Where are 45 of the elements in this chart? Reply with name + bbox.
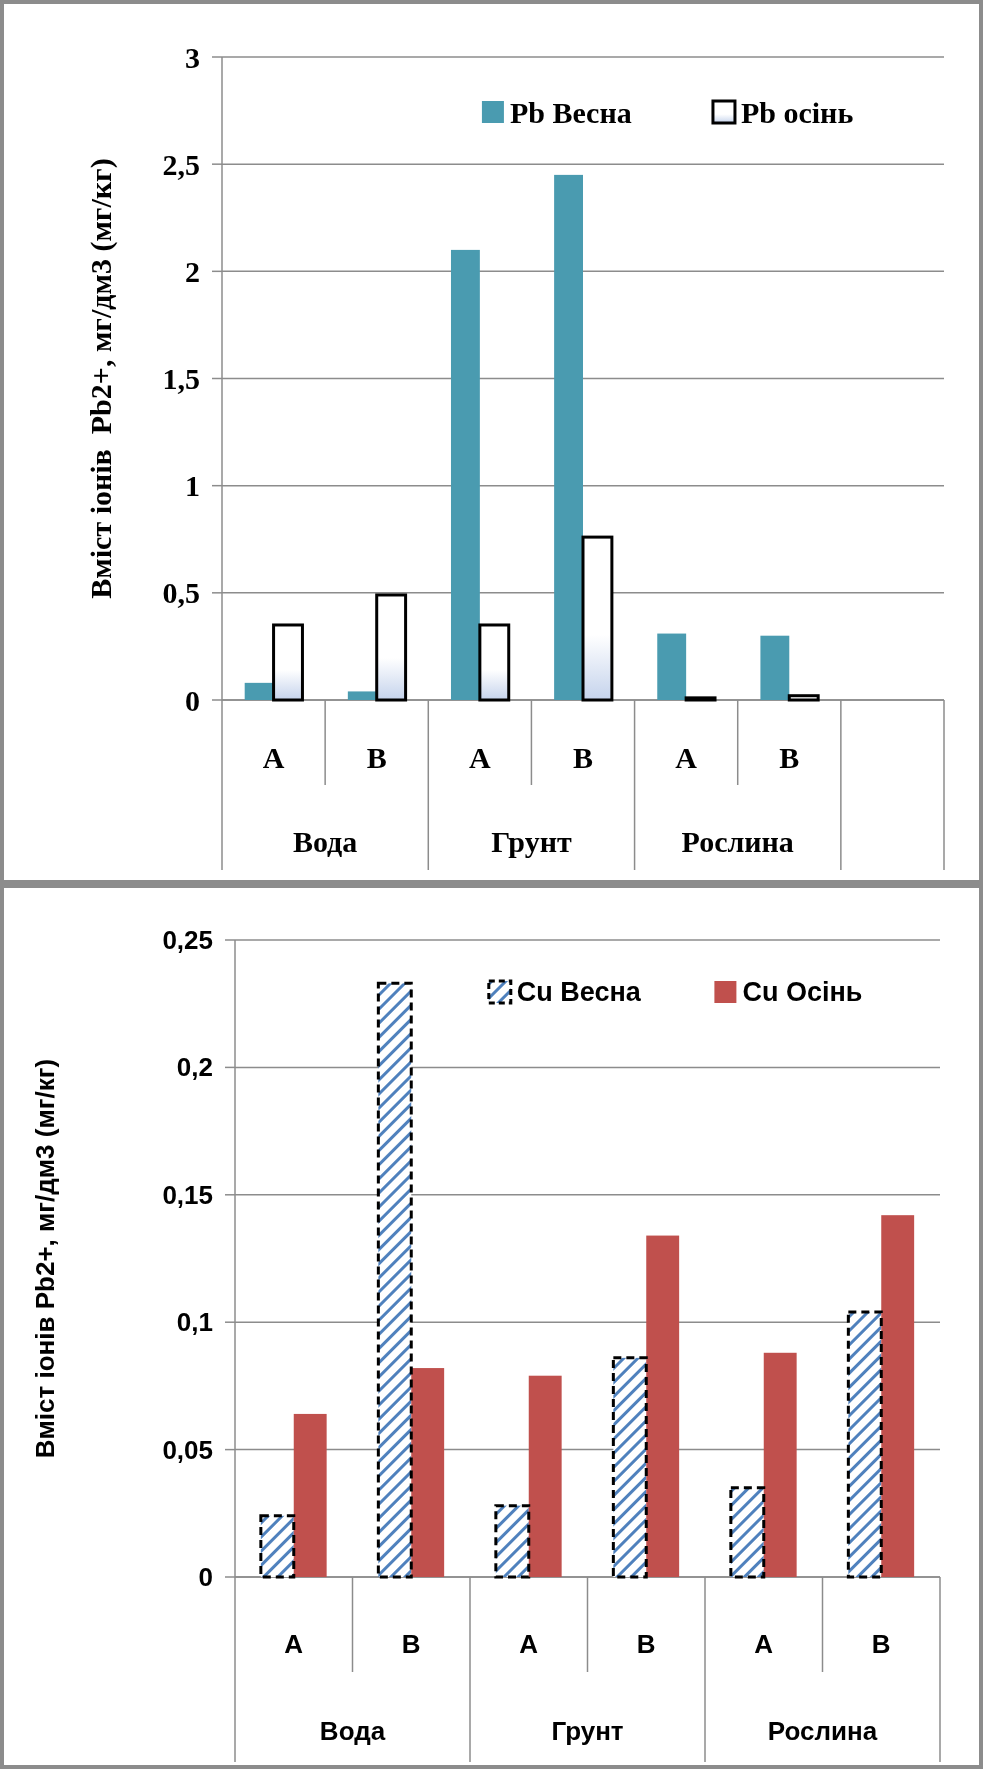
y-tick-label: 1,5 bbox=[162, 362, 200, 395]
x-tick-label: B bbox=[366, 740, 387, 774]
text: Рослина bbox=[767, 1716, 878, 1746]
bar bbox=[763, 1352, 797, 1577]
x-tick-label: A bbox=[262, 740, 285, 774]
bar bbox=[760, 635, 790, 700]
y-tick-label: 0,25 bbox=[162, 925, 213, 955]
y-tick-label: 0,05 bbox=[162, 1434, 213, 1465]
y-axis-title: Вміст іонів Pb2+, мг/дм3 (мг/кг) bbox=[83, 158, 118, 599]
text: Вода bbox=[319, 1716, 386, 1746]
text: Грунт bbox=[551, 1716, 624, 1746]
x-tick-label: A bbox=[675, 740, 698, 774]
y-tick-label: 2 bbox=[185, 254, 200, 288]
y-tick-label: 1 bbox=[185, 469, 200, 503]
y-tick-label: 0,5 bbox=[162, 576, 200, 610]
bar bbox=[450, 249, 480, 700]
x-tick-label: A bbox=[519, 1629, 539, 1659]
x-tick-label: B bbox=[401, 1629, 421, 1659]
y-tick-label: 3 bbox=[185, 40, 200, 74]
y-tick-label: 0 bbox=[185, 683, 200, 717]
legend-label: Cu Осінь bbox=[742, 977, 863, 1007]
bar bbox=[347, 691, 377, 700]
legend-label: Pb осінь bbox=[740, 95, 854, 129]
legend-label: Cu Весна bbox=[516, 977, 642, 1007]
bar bbox=[554, 174, 583, 700]
y-tick-label: 2,5 bbox=[162, 147, 200, 181]
x-tick-label: A bbox=[754, 1629, 774, 1659]
y-tick-label: 0,1 bbox=[176, 1307, 213, 1338]
text: Грунт bbox=[491, 824, 572, 858]
y-tick-label: 0,15 bbox=[162, 1179, 213, 1210]
x-tick-label: A bbox=[469, 740, 492, 774]
bar bbox=[293, 1413, 327, 1577]
x-tick-label: B bbox=[636, 1629, 656, 1659]
y-tick-label: 0,2 bbox=[176, 1052, 213, 1083]
bar bbox=[528, 1375, 562, 1577]
x-tick-label: B bbox=[572, 740, 594, 774]
legend-label: Pb Весна bbox=[509, 95, 632, 129]
text: Рослина bbox=[681, 824, 794, 858]
x-tick-label: B bbox=[779, 740, 800, 774]
x-tick-label: B bbox=[871, 1629, 891, 1659]
y-tick-label: 0 bbox=[198, 1562, 213, 1592]
x-tick-label: A bbox=[284, 1629, 304, 1659]
text: Вода bbox=[292, 824, 358, 858]
bar bbox=[657, 633, 687, 700]
y-axis-title: Вміст іонів Pb2+, мг/дм3 (мг/кг) bbox=[30, 1058, 60, 1459]
